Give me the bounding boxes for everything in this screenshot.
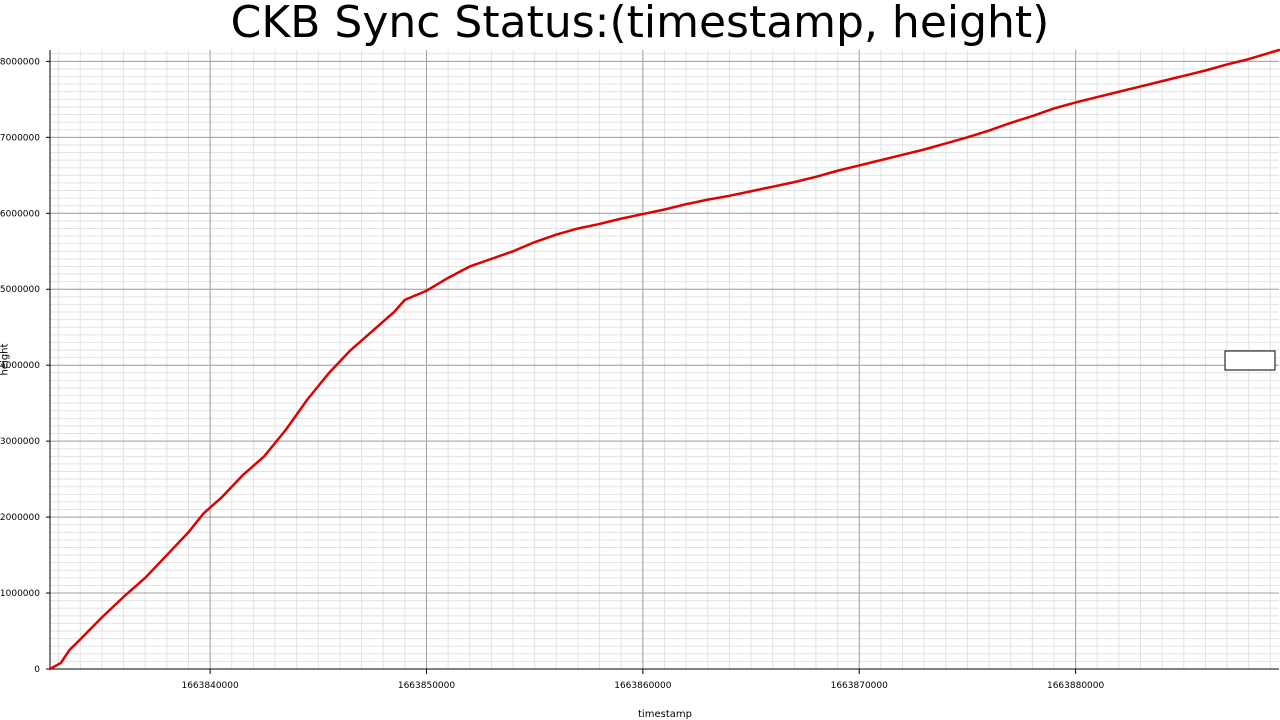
chart-title: CKB Sync Status:(timestamp, height) bbox=[230, 0, 1050, 48]
x-tick-label: 1663870000 bbox=[831, 681, 889, 691]
y-tick-label: 6000000 bbox=[0, 209, 40, 219]
y-tick-label: 4000000 bbox=[0, 361, 40, 371]
y-tick-label: 2000000 bbox=[0, 513, 40, 523]
y-axis-label: height bbox=[0, 343, 11, 376]
y-tick-label: 8000000 bbox=[0, 57, 40, 67]
x-tick-label: 1663860000 bbox=[614, 681, 672, 691]
y-tick-label: 5000000 bbox=[0, 285, 40, 295]
x-axis-label: timestamp bbox=[638, 709, 692, 720]
x-tick-label: 1663840000 bbox=[181, 681, 239, 691]
x-tick-label: 1663850000 bbox=[398, 681, 456, 691]
x-tick-label: 1663880000 bbox=[1047, 681, 1105, 691]
legend-box bbox=[1224, 350, 1276, 371]
y-tick-label: 7000000 bbox=[0, 133, 40, 143]
y-tick-label: 0 bbox=[34, 665, 40, 675]
y-tick-label: 1000000 bbox=[0, 589, 40, 599]
minor-grid bbox=[50, 50, 1279, 670]
axes bbox=[49, 50, 1279, 670]
series-line bbox=[48, 48, 1280, 671]
series-layer bbox=[48, 48, 1280, 671]
y-tick-label: 3000000 bbox=[0, 437, 40, 447]
ticks: 1663840000 1663850000 1663860000 1663870000… bbox=[0, 57, 1105, 691]
